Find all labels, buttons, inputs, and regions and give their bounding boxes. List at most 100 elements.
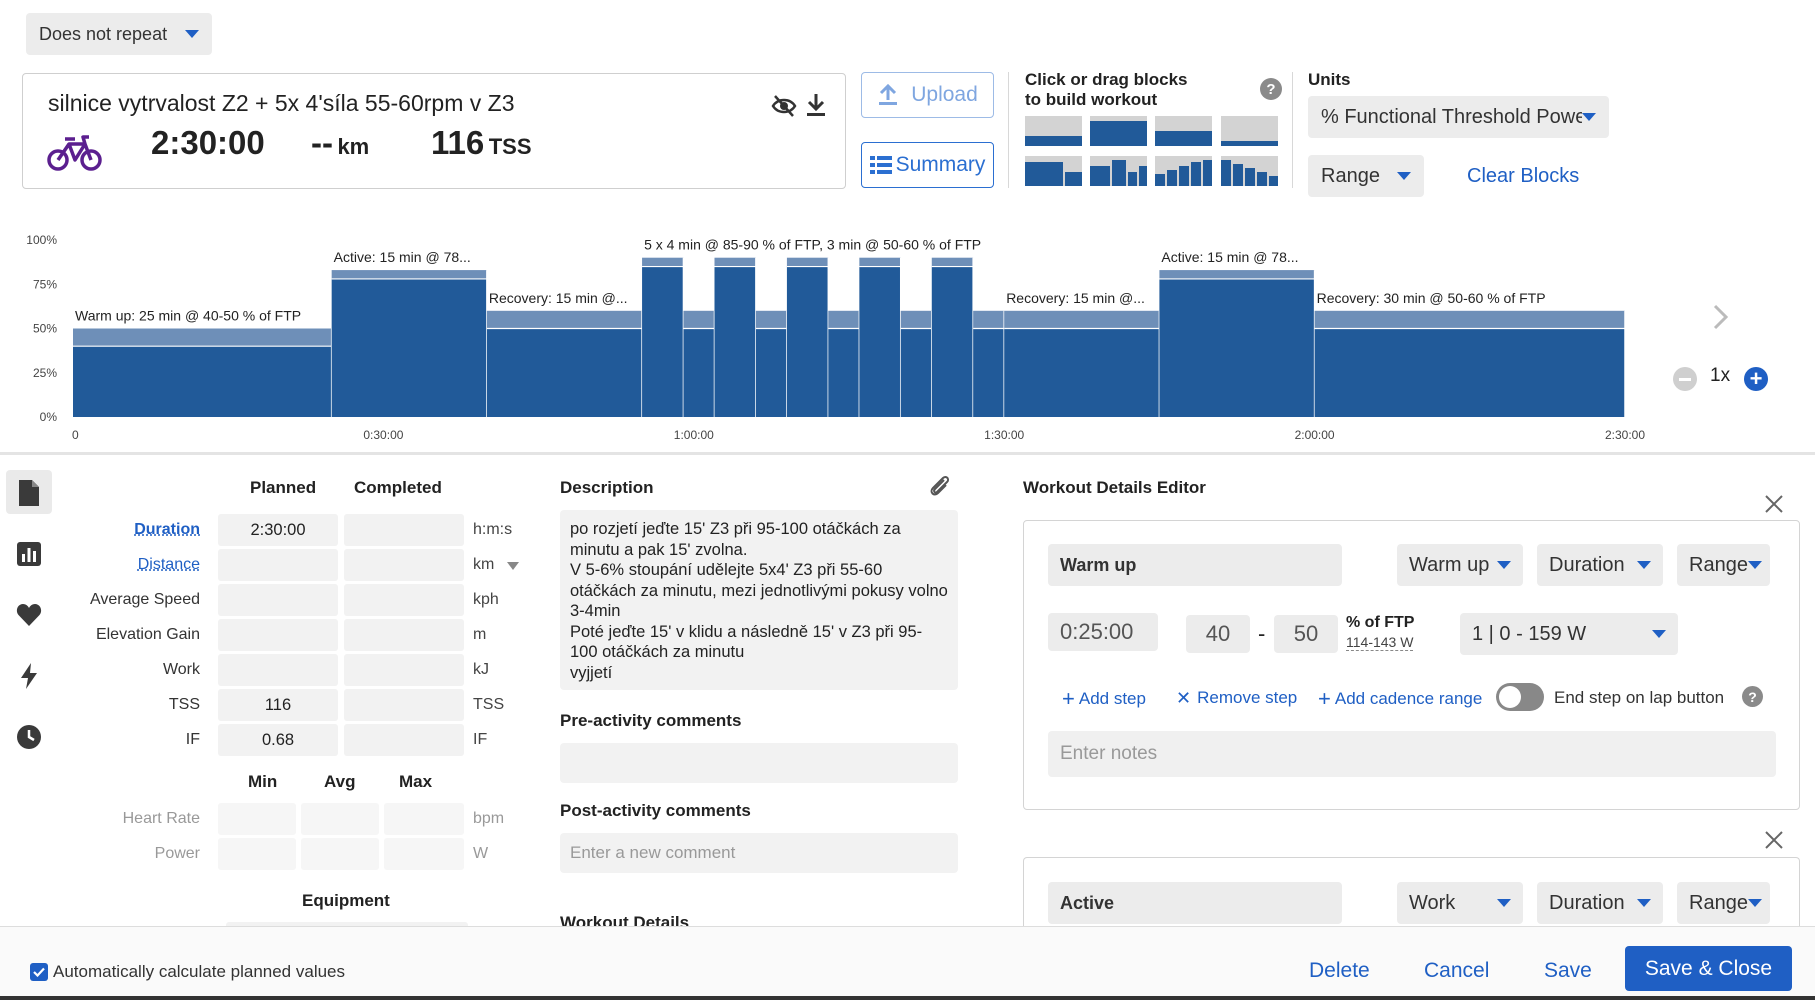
metric-planned-field[interactable]: 2:30:00 bbox=[218, 514, 338, 546]
metric-completed-field[interactable] bbox=[344, 619, 464, 651]
block-single-4[interactable] bbox=[1221, 116, 1278, 146]
step-zone-select[interactable]: 1 | 0 - 159 W bbox=[1460, 613, 1678, 655]
step-measure-select[interactable]: Duration bbox=[1537, 544, 1663, 586]
max-field[interactable] bbox=[384, 838, 464, 870]
metric-completed-field[interactable] bbox=[344, 514, 464, 546]
step-type-select[interactable]: Work bbox=[1397, 882, 1523, 924]
segment-bar[interactable] bbox=[331, 278, 487, 417]
segment-bar[interactable] bbox=[786, 266, 829, 417]
paperclip-icon[interactable] bbox=[928, 474, 952, 500]
metric-planned-field[interactable] bbox=[218, 619, 338, 651]
step-duration-input[interactable]: 0:25:00 bbox=[1048, 613, 1158, 651]
segment-range-bar[interactable] bbox=[786, 257, 829, 267]
post-activity-field[interactable]: Enter a new comment bbox=[560, 833, 958, 873]
segment-bar[interactable] bbox=[973, 328, 1005, 418]
min-field[interactable] bbox=[218, 803, 296, 835]
help-icon[interactable]: ? bbox=[1742, 686, 1763, 707]
metric-planned-field[interactable] bbox=[218, 654, 338, 686]
metric-completed-field[interactable] bbox=[344, 724, 464, 756]
description-text[interactable]: po rozjetí jeďte 15' Z3 při 95-100 otáčk… bbox=[560, 510, 958, 690]
avg-field[interactable] bbox=[301, 838, 379, 870]
save-button[interactable]: Save bbox=[1544, 959, 1592, 982]
metric-completed-field[interactable] bbox=[344, 584, 464, 616]
segment-range-bar[interactable] bbox=[331, 270, 487, 279]
cancel-button[interactable]: Cancel bbox=[1424, 959, 1490, 982]
segment-range-bar[interactable] bbox=[859, 257, 901, 267]
document-icon[interactable] bbox=[17, 480, 41, 506]
segment-range-bar[interactable] bbox=[900, 310, 932, 329]
step-measure-select[interactable]: Duration bbox=[1537, 882, 1663, 924]
hide-icon[interactable] bbox=[771, 94, 797, 118]
step-high-input[interactable]: 50 bbox=[1274, 615, 1338, 653]
step-notes-input[interactable]: Enter notes bbox=[1048, 731, 1776, 777]
segment-bar[interactable] bbox=[828, 328, 860, 418]
repeat-select[interactable]: Does not repeat bbox=[26, 13, 212, 55]
segment-range-bar[interactable] bbox=[683, 310, 715, 329]
step-name-field[interactable]: Warm up bbox=[1048, 544, 1342, 586]
segment-range-bar[interactable] bbox=[828, 310, 860, 329]
segment-range-bar[interactable] bbox=[1314, 310, 1625, 329]
segment-bar[interactable] bbox=[1314, 328, 1625, 418]
segment-range-bar[interactable] bbox=[486, 310, 643, 329]
segment-range-bar[interactable] bbox=[755, 310, 787, 329]
block-single-3[interactable] bbox=[1155, 116, 1212, 146]
workout-title[interactable]: silnice vytrvalost Z2 + 5x 4'síla 55-60r… bbox=[48, 90, 515, 116]
end-step-toggle[interactable] bbox=[1496, 683, 1544, 711]
max-field[interactable] bbox=[384, 803, 464, 835]
heart-icon[interactable] bbox=[16, 603, 42, 627]
segment-bar[interactable] bbox=[900, 328, 932, 418]
segment-bar[interactable] bbox=[931, 266, 974, 417]
pre-activity-field[interactable] bbox=[560, 743, 958, 783]
block-multi-3[interactable] bbox=[1155, 156, 1212, 186]
add-cadence-link[interactable]: + Add cadence range bbox=[1318, 688, 1482, 710]
remove-step-link[interactable]: ✕ Remove step bbox=[1176, 688, 1297, 708]
upload-button[interactable]: Upload bbox=[861, 72, 994, 118]
clock-icon[interactable] bbox=[16, 724, 42, 750]
step-name-field[interactable]: Active bbox=[1048, 882, 1342, 924]
save-close-button[interactable]: Save & Close bbox=[1625, 946, 1792, 991]
segment-range-bar[interactable] bbox=[73, 328, 332, 347]
chevron-right-icon[interactable] bbox=[1712, 303, 1730, 331]
min-field[interactable] bbox=[218, 838, 296, 870]
lightning-icon[interactable] bbox=[20, 663, 38, 689]
block-single-2[interactable] bbox=[1090, 116, 1147, 146]
block-multi-4[interactable] bbox=[1221, 156, 1278, 186]
segment-bar[interactable] bbox=[486, 328, 643, 418]
segment-bar[interactable] bbox=[1004, 328, 1160, 418]
segment-bar[interactable] bbox=[859, 266, 901, 417]
metric-completed-field[interactable] bbox=[344, 689, 464, 721]
metric-planned-field[interactable] bbox=[218, 549, 338, 581]
segment-bar[interactable] bbox=[73, 346, 332, 417]
clear-blocks-link[interactable]: Clear Blocks bbox=[1467, 165, 1580, 187]
zoom-out-button[interactable] bbox=[1673, 367, 1697, 391]
metric-planned-field[interactable] bbox=[218, 584, 338, 616]
segment-range-bar[interactable] bbox=[642, 257, 684, 267]
segment-bar[interactable] bbox=[642, 266, 684, 417]
metric-label[interactable]: Duration bbox=[134, 521, 200, 538]
metric-label[interactable]: Distance bbox=[137, 556, 200, 573]
segment-range-bar[interactable] bbox=[973, 310, 1005, 329]
metric-planned-field[interactable]: 116 bbox=[218, 689, 338, 721]
step-range-select[interactable]: Range bbox=[1677, 544, 1770, 586]
block-multi-2[interactable] bbox=[1090, 156, 1147, 186]
segment-bar[interactable] bbox=[755, 328, 787, 418]
close-icon[interactable] bbox=[1765, 495, 1783, 513]
zoom-in-button[interactable]: + bbox=[1744, 367, 1768, 391]
units-select[interactable]: % Functional Threshold Powe bbox=[1308, 96, 1609, 138]
block-multi-1[interactable] bbox=[1025, 156, 1082, 186]
step-low-input[interactable]: 40 bbox=[1186, 615, 1250, 653]
delete-button[interactable]: Delete bbox=[1309, 959, 1370, 982]
segment-bar[interactable] bbox=[714, 266, 756, 417]
segment-bar[interactable] bbox=[1159, 278, 1315, 417]
block-single-1[interactable] bbox=[1025, 116, 1082, 146]
bar-chart-icon[interactable] bbox=[17, 542, 41, 566]
avg-field[interactable] bbox=[301, 803, 379, 835]
step-type-select[interactable]: Warm up bbox=[1397, 544, 1523, 586]
metric-planned-field[interactable]: 0.68 bbox=[218, 724, 338, 756]
chevron-down-icon[interactable] bbox=[507, 562, 519, 570]
segment-bar[interactable] bbox=[683, 328, 715, 418]
segment-range-bar[interactable] bbox=[1004, 310, 1160, 329]
metric-completed-field[interactable] bbox=[344, 549, 464, 581]
help-icon[interactable]: ? bbox=[1260, 78, 1282, 100]
metric-completed-field[interactable] bbox=[344, 654, 464, 686]
